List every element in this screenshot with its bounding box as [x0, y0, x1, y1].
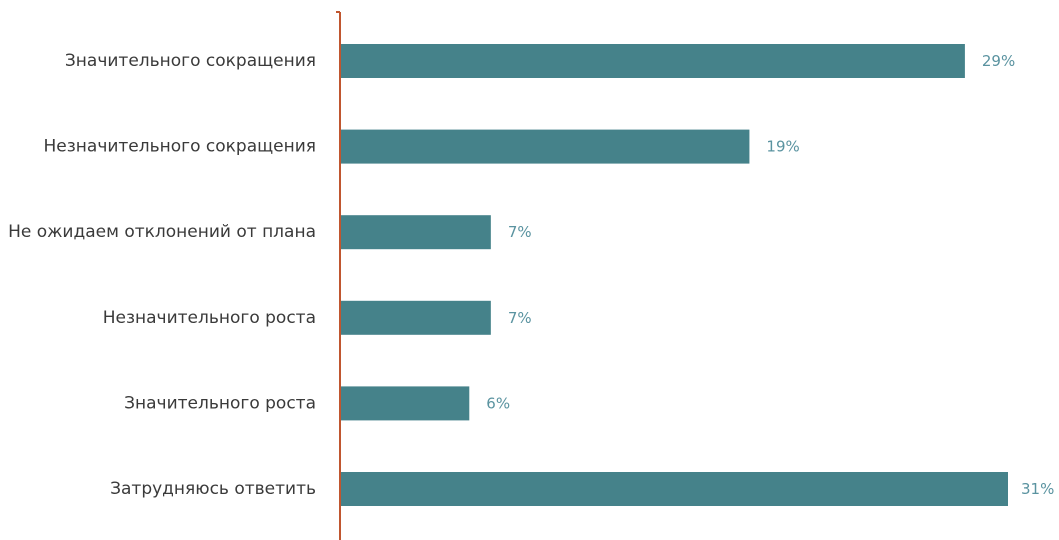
value-label-3: 7%: [508, 223, 532, 241]
category-labels-group: Значительного сокращения Незначительного …: [8, 51, 316, 499]
value-label-2: 19%: [766, 138, 799, 156]
category-label-4: Незначительного роста: [103, 308, 316, 328]
category-label-2: Незначительного сокращения: [44, 137, 317, 157]
value-label-6: 31%: [1021, 480, 1054, 498]
bars-group: [340, 44, 1008, 506]
value-labels-group: 29% 19% 7% 7% 6% 31%: [486, 52, 1054, 498]
category-label-6: Затрудняюсь ответить: [110, 479, 316, 499]
value-label-5: 6%: [486, 394, 510, 412]
value-label-1: 29%: [982, 52, 1015, 70]
value-label-4: 7%: [508, 309, 532, 327]
bar-2: [340, 129, 750, 164]
category-label-1: Значительного сокращения: [65, 51, 316, 71]
bar-3: [340, 215, 491, 250]
bar-6: [340, 472, 1008, 506]
bar-5: [340, 386, 470, 421]
bar-1: [340, 44, 965, 78]
bar-4: [340, 300, 491, 335]
category-label-5: Значительного роста: [124, 393, 316, 413]
category-label-3: Не ожидаем отклонений от плана: [8, 222, 316, 242]
